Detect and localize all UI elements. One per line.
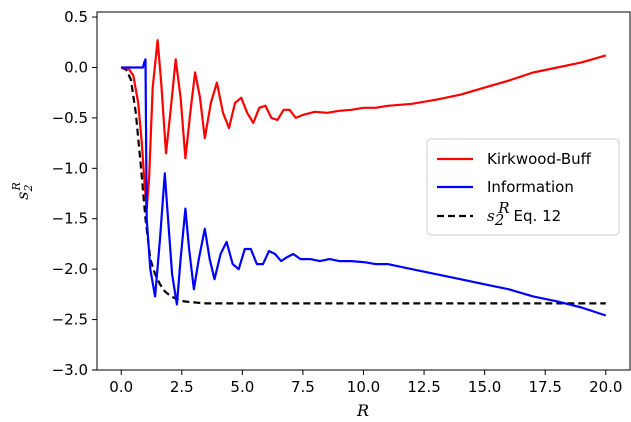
- legend-eq12-math-sup: R: [497, 199, 509, 217]
- legend-box: [426, 138, 620, 236]
- y-tick-label: −1.5: [52, 210, 88, 228]
- y-axis: −3.0 −2.5 −2.0 −1.5 −1.0 −0.5 0.0 0.5: [52, 8, 97, 379]
- x-tick-label: 20.0: [589, 378, 622, 396]
- y-tick-label: 0.5: [64, 8, 88, 26]
- x-tick-label: 2.5: [170, 378, 194, 396]
- series-layer: [120, 39, 607, 317]
- y-axis-label-main: s: [13, 192, 32, 200]
- y-tick-label: −2.5: [52, 311, 88, 329]
- x-tick-label: 5.0: [230, 378, 254, 396]
- x-tick-label: 7.5: [291, 378, 315, 396]
- y-axis-label-sub: 2: [22, 185, 35, 193]
- y-axis-label-sup: R: [10, 182, 23, 191]
- x-axis: 0.0 2.5 5.0 7.5 10.0 12.5 15.0 17.5 20.0: [109, 370, 622, 396]
- x-tick-label: 10.0: [347, 378, 380, 396]
- series-line-eq12: [120, 66, 606, 305]
- y-tick-label: −1.0: [52, 159, 88, 177]
- legend-eq12-math-sub: 2: [494, 211, 505, 229]
- x-tick-label: 12.5: [407, 378, 440, 396]
- x-tick-label: 17.5: [529, 378, 562, 396]
- legend-label-kirkwood-buff: Kirkwood-Buff: [487, 150, 592, 168]
- y-tick-label: 0.0: [64, 58, 88, 76]
- svg-text:s2R: s2R: [10, 182, 35, 200]
- legend-eq12-text: Eq. 12: [514, 207, 562, 225]
- y-axis-label: s2R: [10, 182, 35, 200]
- y-tick-label: −3.0: [52, 361, 88, 379]
- legend-label-eq12: s2R Eq. 12: [487, 199, 561, 229]
- legend-label-information: Information: [487, 178, 574, 196]
- y-tick-label: −0.5: [52, 109, 88, 127]
- y-tick-label: −2.0: [52, 260, 88, 278]
- series-line-kirkwood-buff: [121, 39, 607, 210]
- legend-eq12-math-main: s: [487, 207, 495, 225]
- series-line-information: [121, 58, 607, 317]
- x-tick-label: 0.0: [109, 378, 133, 396]
- x-axis-label: R: [356, 401, 369, 420]
- x-tick-label: 15.0: [468, 378, 501, 396]
- legend: Kirkwood-Buff Information s2R Eq. 12: [426, 138, 620, 236]
